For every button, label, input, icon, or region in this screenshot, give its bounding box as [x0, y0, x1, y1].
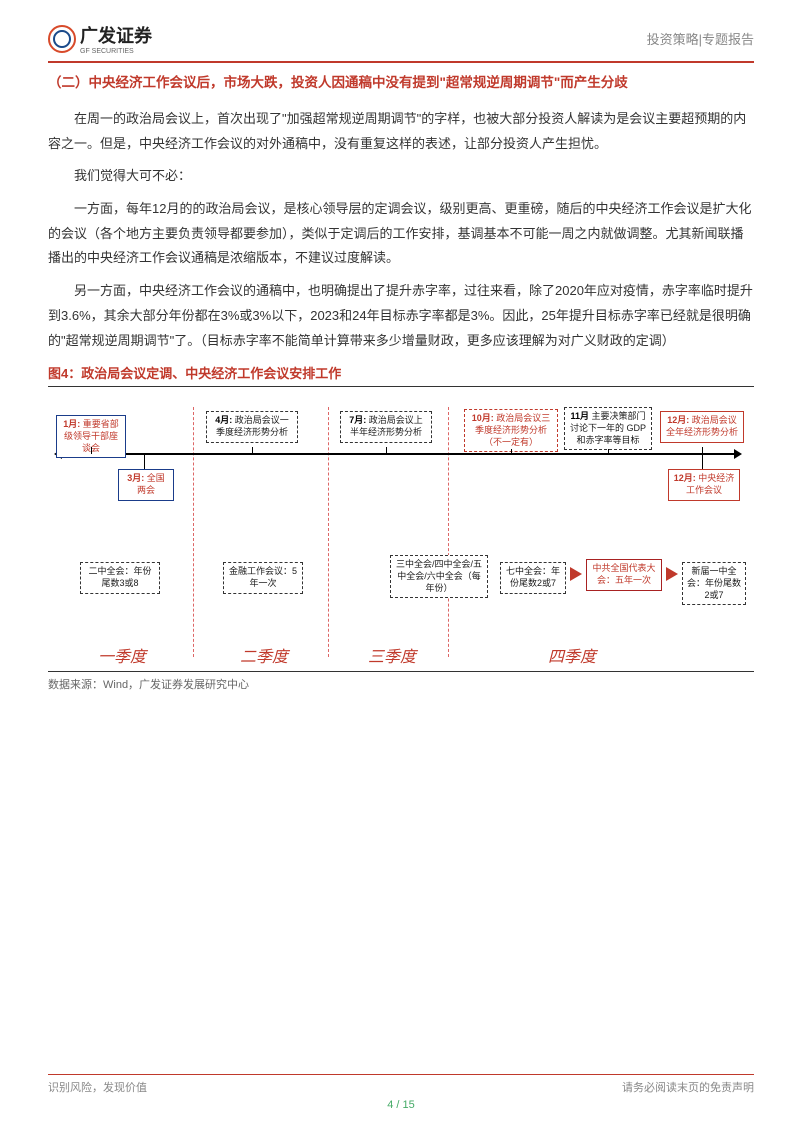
- node-npc: 中共全国代表大会：五年一次: [586, 559, 662, 590]
- section-title: （二）中央经济工作会议后，市场大跌，投资人因通稿中没有提到"超常规逆周期调节"而…: [48, 71, 754, 91]
- node-oct: 10月: 政治局会议三季度经济形势分析（不一定有）: [464, 409, 558, 452]
- node-plenary1: 新届一中全会：年份尾数2或7: [682, 562, 746, 605]
- page-header: 广发证券 GF SECURITIES 投资策略|专题报告: [48, 22, 754, 61]
- footer-right: 请务必阅读末页的免责声明: [622, 1079, 754, 1095]
- quarter-label: 三季度: [368, 643, 416, 667]
- footer-divider: [48, 1074, 754, 1076]
- node-mar: 3月: 全国两会: [118, 469, 174, 500]
- arrow-icon: [570, 567, 582, 581]
- quarter-label: 四季度: [548, 643, 596, 667]
- node-plenary3-6: 三中全会/四中全会/五中全会/六中全会（每年份）: [390, 555, 488, 598]
- page-footer: 识别风险，发现价值 请务必阅读末页的免责声明 4 / 15: [48, 1074, 754, 1112]
- logo-text-en: GF SECURITIES: [80, 48, 152, 55]
- quarter-divider: [448, 407, 449, 657]
- figure-source: 数据来源：Wind，广发证券发展研究中心: [48, 671, 754, 692]
- header-divider: [48, 61, 754, 63]
- figure-title: 图4：政治局会议定调、中央经济工作会议安排工作: [48, 363, 754, 387]
- header-category: 投资策略|专题报告: [647, 29, 754, 48]
- body-paragraph: 另一方面，中央经济工作会议的通稿中，也明确提出了提升赤字率，过往来看，除了202…: [48, 279, 754, 353]
- node-dec-cewc: 12月: 中央经济工作会议: [668, 469, 740, 500]
- node-plenary7: 七中全会：年份尾数2或7: [500, 562, 566, 593]
- logo-text-cn: 广发证券: [80, 26, 152, 46]
- logo-icon: [48, 25, 76, 53]
- node-apr: 4月: 政治局会议一季度经济形势分析: [206, 411, 298, 442]
- quarter-label: 二季度: [240, 643, 288, 667]
- body-paragraph: 一方面，每年12月的的政治局会议，是核心领导层的定调会议，级别更高、更重磅，随后…: [48, 197, 754, 271]
- body-paragraph: 在周一的政治局会议上，首次出现了"加强超常规逆周期调节"的字样，也被大部分投资人…: [48, 107, 754, 156]
- node-nov: 11月 主要决策部门讨论下一年的 GDP 和赤字率等目标: [564, 407, 652, 450]
- logo: 广发证券 GF SECURITIES: [48, 22, 152, 55]
- page-number: 4 / 15: [48, 1099, 754, 1111]
- node-dec-politburo: 12月: 政治局会议全年经济形势分析: [660, 411, 744, 442]
- timeline-diagram: 1月: 重要省部级领导干部座谈会 4月: 政治局会议一季度经济形势分析 7月: …: [48, 397, 748, 667]
- timeline-axis: [56, 453, 740, 455]
- quarter-divider: [328, 407, 329, 657]
- node-finance-meeting: 金融工作会议：5年一次: [223, 562, 303, 593]
- node-jul: 7月: 政治局会议上半年经济形势分析: [340, 411, 432, 442]
- arrow-icon: [666, 567, 678, 581]
- footer-left: 识别风险，发现价值: [48, 1079, 147, 1095]
- node-plenary2: 二中全会：年份尾数3或8: [80, 562, 160, 593]
- body-paragraph: 我们觉得大可不必：: [48, 164, 754, 189]
- quarter-label: 一季度: [98, 643, 146, 667]
- quarter-divider: [193, 407, 194, 657]
